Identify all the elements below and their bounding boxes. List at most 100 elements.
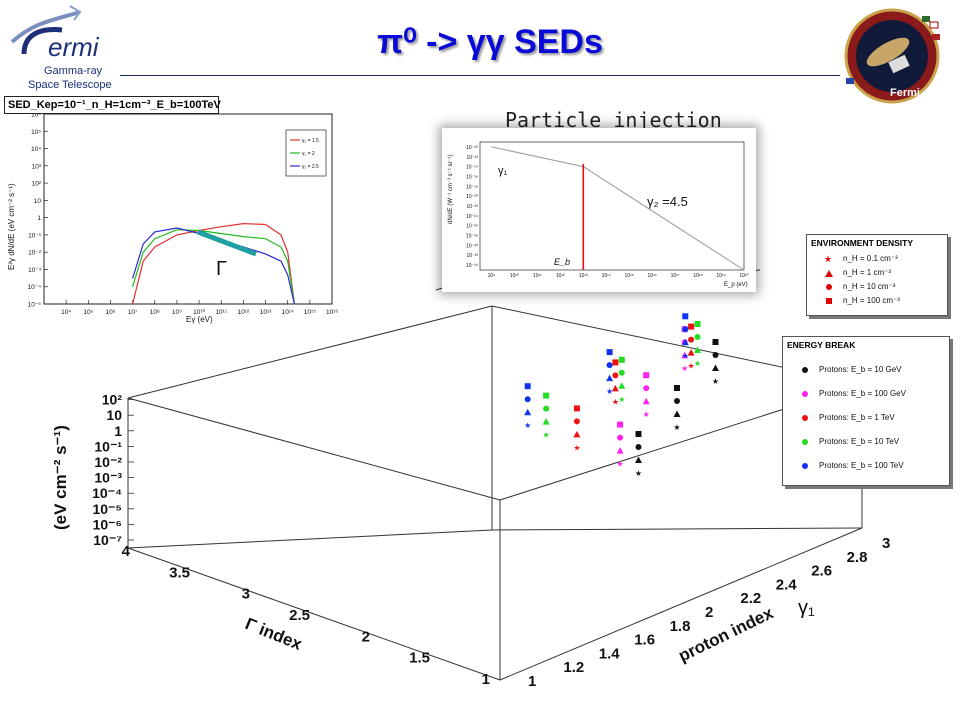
sed-legend: γ₁ = 1.5 γ₁ = 2 γ₁ = 2.5 — [290, 138, 319, 170]
injection-y-tick-label: 10⁻¹² — [466, 155, 478, 161]
gamma-tick-label: 2.5 — [289, 607, 310, 624]
scatter-point-circle — [674, 398, 680, 404]
proton-tick-label: 1 — [528, 673, 536, 690]
scatter-point-triangle — [635, 456, 642, 463]
injection-x-tick-label: 10¹⁸ — [693, 273, 702, 279]
logo-subtitle-2: Space Telescope — [28, 79, 112, 91]
logo-subtitle-1: Gamma-ray — [44, 65, 103, 77]
circle-marker-icon — [826, 284, 832, 290]
sed-x-tick-label: 10⁸ — [150, 309, 160, 316]
scatter-point-triangle — [673, 410, 681, 417]
sed-x-tick-label: 10¹² — [238, 309, 250, 316]
scatter-point-square — [612, 359, 619, 366]
sed-y-tick-label: 10⁻² — [28, 250, 42, 257]
gamma-tick-label: 3 — [242, 586, 250, 603]
injection-gamma2-label: γ₂ =4.5 — [647, 194, 688, 209]
scatter-point-circle — [612, 372, 619, 379]
injection-break-label: E_b — [554, 257, 570, 267]
sed-legend-label: γ₁ = 2.5 — [302, 164, 319, 170]
proton-tick-label: 1.8 — [670, 618, 691, 635]
injection-x-tick-label: 10¹⁴ — [602, 273, 611, 279]
eb-legend-title: ENERGY BREAK — [787, 340, 856, 350]
energy-break-legend: ENERGY BREAK Protons: E_b = 10 GeV Proto… — [782, 336, 950, 486]
z-tick-label: 10⁻⁴ — [92, 485, 122, 501]
sed-y-tick-label: 10 — [34, 198, 42, 205]
sed-x-tick-label: 10⁹ — [172, 309, 182, 316]
proton-tick-label: 2.6 — [811, 563, 832, 580]
gamma-tick-label: 2 — [362, 628, 370, 645]
eb-legend-item: Protons: E_b = 10 TeV — [783, 435, 949, 449]
scatter-points: ★★★★★★★★★★★★★★★ — [524, 313, 719, 478]
eb-legend-label: Protons: E_b = 10 TeV — [819, 437, 900, 446]
z-tick-label: 10⁻³ — [94, 470, 122, 486]
scatter-point-star: ★ — [682, 351, 689, 360]
injection-y-tick-label: 10⁻²⁴ — [466, 214, 478, 220]
gamma-axis-ticks: 1 1.5 2 2.5 3 3.5 4 — [122, 543, 490, 688]
sed-y-tick-label: 10² — [32, 181, 42, 188]
scatter-point-triangle — [681, 351, 689, 359]
injection-plot: 10⁻¹⁰ 10⁻¹² 10⁻¹⁴ 10⁻¹⁶ 10⁻¹⁸ 10⁻²⁰ 10⁻²² 10⁻²⁴… — [448, 141, 749, 288]
eb-legend-label: Protons: E_b = 100 TeV — [819, 461, 904, 470]
injection-x-tick-label: 10¹⁶ — [648, 273, 657, 279]
scatter-point-triangle — [687, 349, 695, 356]
sed-y-tick-label: 10⁵ — [31, 129, 41, 136]
circle-marker-icon — [802, 463, 808, 469]
sed-x-tick-label: 10¹⁰ — [193, 308, 205, 316]
eb-legend-label: Protons: E_b = 100 GeV — [819, 389, 906, 398]
injection-y-tick-label: 10⁻¹⁶ — [466, 174, 478, 180]
eb-legend-label: Protons: E_b = 10 GeV — [819, 365, 902, 374]
injection-x-tick-label: 10⁹ — [488, 273, 496, 279]
scatter-point-star: ★ — [673, 423, 680, 432]
scatter-point-star: ★ — [573, 443, 580, 452]
eb-legend-item: Protons: E_b = 100 TeV — [783, 459, 949, 473]
proton-tick-label: 1.2 — [563, 659, 584, 676]
page-title: π⁰ -> γγ SEDs — [377, 23, 603, 61]
sed-x-tick-label: 10⁵ — [83, 309, 93, 316]
gamma-tick-label: 4 — [122, 543, 131, 560]
injection-y-tick-label: 10⁻¹⁰ — [466, 145, 478, 151]
scatter-point-triangle — [524, 408, 532, 416]
env-legend-item: n_H = 10 cm⁻³ — [807, 280, 947, 294]
injection-y-tick-label: 10⁻²⁸ — [466, 234, 478, 240]
env-legend-item: ★ n_H = 0.1 cm⁻³ — [807, 252, 947, 266]
sed-x-tick-label: 10¹¹ — [215, 309, 227, 316]
sed-y-tick-label: 10⁻⁴ — [28, 284, 42, 291]
environment-density-legend: ENVIRONMENT DENSITY ★ n_H = 0.1 cm⁻³ n_H… — [806, 234, 948, 316]
gamma-annotation: Γ — [216, 258, 227, 280]
logo-wordmark: ermi — [48, 32, 100, 62]
eb-legend-item: Protons: E_b = 100 GeV — [783, 387, 949, 401]
proton-tick-label: 3 — [882, 535, 890, 552]
star-marker-icon: ★ — [824, 254, 833, 264]
env-legend-label: n_H = 10 cm⁻³ — [843, 282, 896, 291]
scatter-point-triangle — [616, 447, 624, 454]
injection-x-tick-label: 10¹² — [556, 273, 565, 279]
injection-x-tick-label: 10¹⁰ — [510, 273, 519, 279]
sed-y-tick-label: 10⁻³ — [28, 267, 42, 274]
scatter-point-square — [524, 383, 531, 390]
scatter-point-triangle — [681, 338, 689, 346]
injection-x-tick-label: 10¹⁷ — [671, 273, 680, 279]
injection-x-tick-label: 10¹¹ — [533, 273, 542, 279]
injection-x-tick-label: 10¹⁹ — [716, 273, 725, 279]
scatter-point-star: ★ — [524, 421, 531, 430]
injection-y-tick-label: 10⁻³⁴ — [466, 263, 478, 269]
sed-y-tick-label: 10⁻¹ — [28, 232, 42, 239]
sed-y-tick-label: 10³ — [32, 163, 42, 170]
scatter-point-square — [606, 349, 613, 356]
scatter-point-square — [674, 385, 680, 391]
scatter-point-square — [682, 313, 689, 320]
z-tick-label: 10⁻⁷ — [93, 532, 122, 548]
scatter-point-circle — [635, 444, 642, 450]
fermi-logo: ermi Gamma-ray Space Telescope — [10, 5, 112, 91]
scatter-point-star: ★ — [543, 431, 550, 440]
gamma-tick-label: 3.5 — [169, 564, 190, 581]
eb-legend-label: Protons: E_b = 1 TeV — [819, 413, 895, 422]
scatter-point-square — [712, 339, 719, 345]
scatter-point-circle — [606, 362, 613, 369]
title-rule — [120, 75, 840, 76]
scatter-point-triangle — [694, 346, 701, 353]
scatter-point-star: ★ — [617, 460, 624, 469]
scatter-point-circle — [573, 418, 580, 425]
sed-xlabel: Eγ (eV) — [186, 315, 213, 324]
gamma-tick-label: 1 — [482, 671, 490, 688]
